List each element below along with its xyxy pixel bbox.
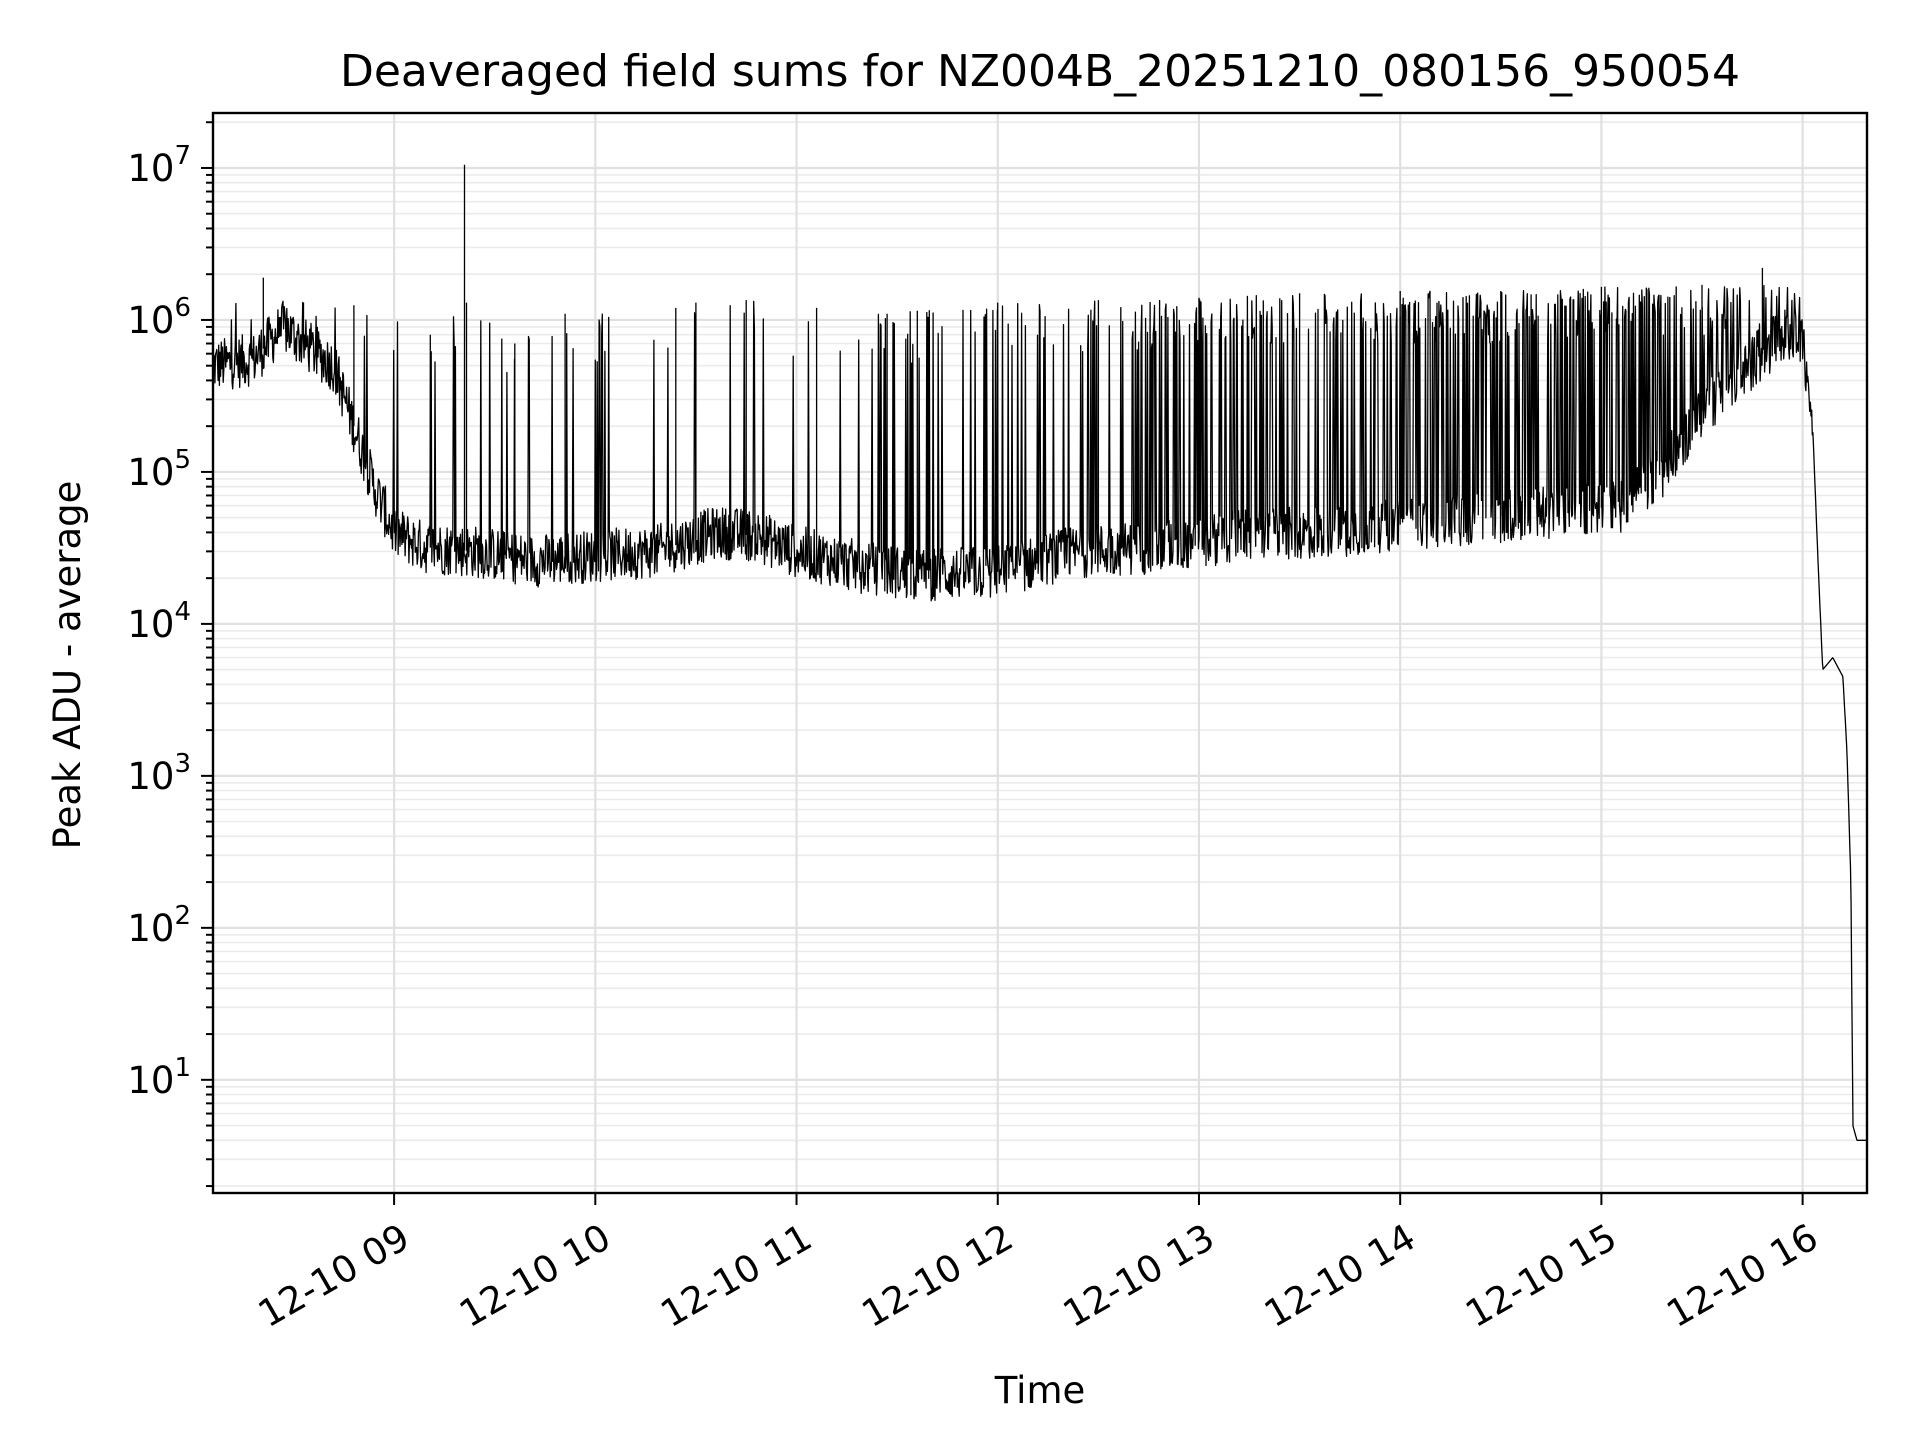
y-tick-label: 106 bbox=[127, 293, 191, 342]
y-axis-label: Peak ADU - average bbox=[46, 481, 89, 850]
series-line bbox=[212, 284, 1868, 1141]
series-spike-peaks bbox=[262, 164, 1764, 575]
series-layer bbox=[212, 164, 1868, 1141]
plot-frame bbox=[211, 111, 1869, 1195]
chart-title: Deaveraged field sums for NZ004B_2025121… bbox=[340, 46, 1740, 97]
y-tick-label: 103 bbox=[127, 749, 191, 798]
y-tick-label: 105 bbox=[127, 445, 191, 494]
x-axis-label: Time bbox=[994, 1369, 1086, 1412]
y-tick-label: 107 bbox=[127, 141, 191, 190]
y-tick-label: 104 bbox=[127, 597, 191, 646]
y-tick-label: 102 bbox=[127, 901, 191, 950]
y-tick-label: 101 bbox=[127, 1053, 191, 1102]
